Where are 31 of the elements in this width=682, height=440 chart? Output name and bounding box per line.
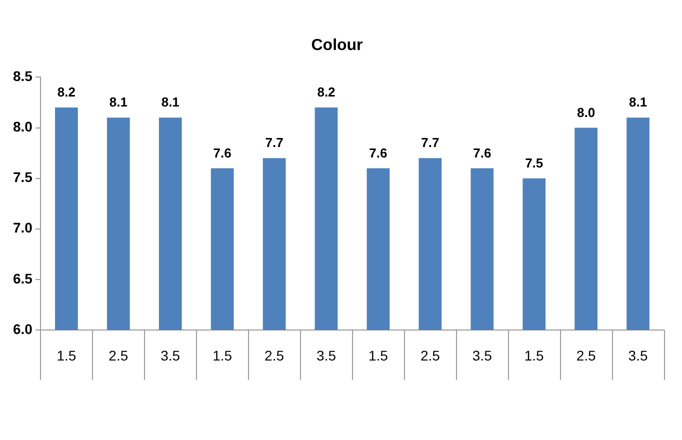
data-label: 8.2	[57, 84, 76, 100]
chart-title: Colour	[311, 37, 363, 54]
y-tick-label: 8.0	[12, 118, 33, 135]
x-tick-label: 3.5	[628, 347, 648, 364]
data-label: 7.6	[369, 145, 388, 160]
x-tick-label: 2.5	[420, 347, 440, 364]
data-label: 7.6	[213, 145, 232, 160]
data-label: 8.1	[161, 94, 180, 110]
x-tick-label: 1.5	[212, 347, 232, 364]
data-label: 7.7	[265, 135, 284, 150]
x-tick-label: 3.5	[160, 347, 180, 364]
x-tick-label: 1.5	[368, 347, 388, 364]
y-tick-label: 8.5	[12, 68, 33, 84]
x-tick-label: 2.5	[264, 347, 284, 364]
y-tick-label: 7.0	[12, 220, 33, 236]
data-label: 7.7	[421, 135, 440, 150]
y-tick-label: 7.5	[12, 169, 33, 186]
data-label: 8.1	[109, 94, 128, 110]
data-label: 8.2	[317, 84, 336, 100]
data-label: 8.0	[577, 104, 596, 120]
x-tick-label: 3.5	[316, 347, 336, 364]
x-tick-label: 1.5	[524, 347, 544, 364]
x-tick-label: 2.5	[576, 347, 596, 364]
x-tick-label: 3.5	[472, 347, 492, 364]
data-label: 7.5	[525, 155, 544, 170]
x-tick-label: 2.5	[108, 347, 128, 364]
data-label: 8.1	[628, 94, 648, 110]
y-tick-label: 6.0	[12, 320, 33, 337]
data-label: 7.6	[473, 145, 492, 160]
y-tick-label: 6.5	[12, 270, 33, 286]
x-tick-label: 1.5	[56, 347, 76, 364]
